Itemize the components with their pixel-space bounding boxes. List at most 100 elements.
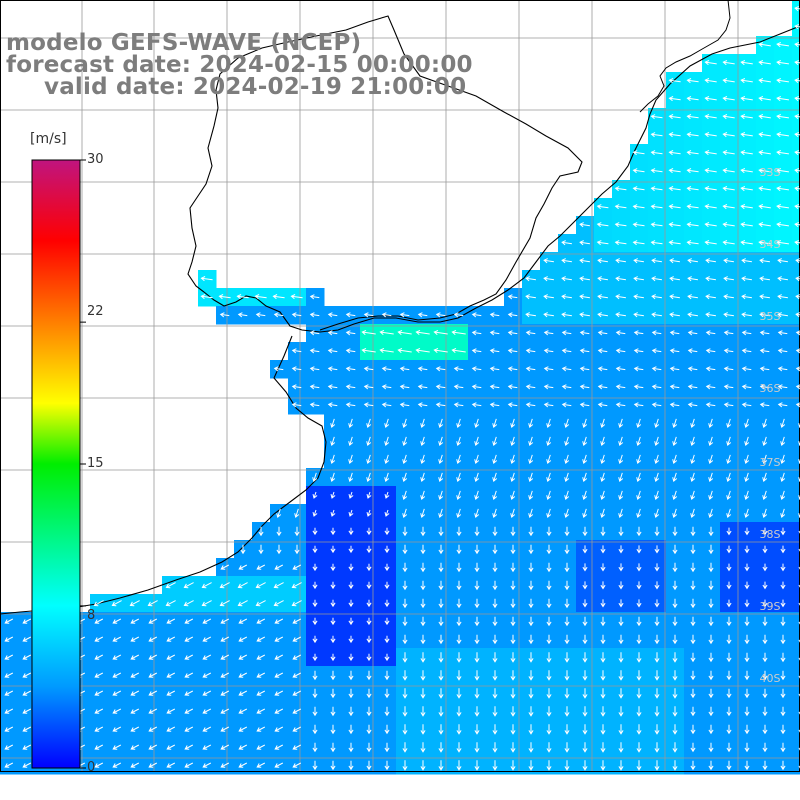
wind-arrow	[4, 708, 14, 714]
wind-arrow	[474, 670, 480, 681]
wind-arrow	[740, 96, 753, 102]
wind-arrow	[130, 654, 140, 660]
wind-arrow	[453, 384, 464, 390]
wind-arrow	[794, 132, 800, 138]
wind-arrow	[759, 330, 770, 336]
wind-arrow	[379, 329, 394, 335]
wind-arrow	[776, 204, 789, 210]
wind-arrow	[546, 760, 552, 771]
wind-arrow	[292, 636, 302, 642]
wind-arrow	[492, 760, 498, 771]
wind-arrow	[202, 636, 212, 642]
wind-arrow	[780, 490, 786, 500]
wind-arrow	[686, 78, 699, 84]
wind-arrow	[312, 760, 318, 771]
wind-arrow	[650, 222, 663, 228]
wind-arrow	[759, 402, 770, 408]
wind-arrow	[292, 708, 302, 714]
wind-arrow	[672, 490, 678, 500]
wind-arrow	[220, 762, 230, 768]
wind-arrow	[546, 688, 552, 699]
wind-arrow	[726, 652, 732, 663]
wind-arrow	[93, 600, 104, 607]
wind-arrow	[672, 706, 678, 717]
wind-arrow	[435, 384, 446, 390]
wind-arrow	[600, 418, 606, 428]
wind-arrow	[600, 508, 606, 518]
wind-speed-cell	[792, 612, 800, 631]
wind-arrow	[668, 168, 681, 174]
wind-arrow	[456, 634, 462, 645]
wind-arrow	[330, 653, 336, 662]
wind-arrow	[579, 312, 590, 318]
wind-arrow	[507, 366, 518, 372]
wind-arrow	[582, 436, 588, 446]
wind-arrow	[492, 490, 498, 500]
wind-arrow	[744, 616, 750, 627]
wind-arrow	[312, 617, 318, 626]
wind-arrow	[740, 168, 753, 174]
wind-arrow	[777, 312, 788, 318]
wind-arrow	[762, 742, 768, 753]
wind-arrow	[417, 366, 428, 372]
wind-arrow	[510, 418, 516, 428]
wind-arrow	[708, 742, 714, 753]
wind-arrow	[492, 706, 498, 717]
wind-arrow	[543, 258, 554, 264]
wind-arrow	[528, 472, 534, 482]
wind-arrow	[672, 472, 678, 482]
wind-arrow	[166, 618, 176, 624]
wind-arrow	[112, 726, 122, 732]
wind-arrow	[726, 760, 732, 771]
wind-arrow	[723, 366, 734, 372]
wind-arrow	[94, 744, 104, 750]
wind-arrow	[291, 402, 302, 408]
wind-arrow	[420, 670, 426, 681]
wind-arrow	[618, 616, 624, 627]
wind-speed-cell	[792, 522, 800, 541]
wind-arrow	[668, 78, 681, 84]
wind-arrow	[672, 508, 678, 518]
wind-arrow	[456, 688, 462, 699]
wind-arrow	[438, 472, 444, 482]
wind-arrow	[361, 329, 376, 335]
wind-arrow	[776, 240, 789, 246]
wind-arrow	[402, 724, 408, 735]
wind-arrow	[636, 526, 642, 537]
wind-arrow	[762, 706, 768, 717]
wind-arrow	[687, 348, 698, 354]
wind-arrow	[744, 652, 750, 663]
wind-arrow	[384, 742, 390, 753]
wind-arrow	[687, 384, 698, 390]
wind-arrow	[686, 150, 699, 156]
wind-arrow	[672, 454, 678, 464]
wind-arrow	[200, 276, 213, 282]
wind-arrow	[327, 330, 338, 336]
wind-arrow	[438, 454, 444, 464]
wind-arrow	[597, 312, 608, 318]
wind-arrow	[668, 150, 681, 156]
wind-arrow	[726, 599, 732, 608]
wind-arrow	[618, 508, 624, 518]
wind-arrow	[777, 258, 788, 264]
wind-arrow	[312, 742, 318, 753]
wind-arrow	[740, 132, 753, 138]
wind-arrow	[546, 652, 552, 663]
wind-arrow	[492, 544, 498, 555]
wind-arrow	[777, 384, 788, 390]
wind-arrow	[615, 384, 626, 390]
wind-arrow	[294, 544, 300, 555]
wind-arrow	[632, 222, 645, 228]
wind-arrow	[543, 294, 554, 300]
wind-arrow	[744, 545, 750, 554]
wind-arrow	[794, 42, 800, 48]
wind-arrow	[456, 472, 462, 482]
wind-arrow	[600, 490, 606, 500]
wind-arrow	[433, 347, 448, 353]
wind-arrow	[794, 114, 800, 120]
wind-arrow	[456, 544, 462, 555]
map-title: modelo GEFS-WAVE (NCEP)	[6, 30, 362, 56]
wind-arrow	[220, 726, 230, 732]
wind-arrow	[438, 670, 444, 681]
wind-arrow	[561, 294, 572, 300]
